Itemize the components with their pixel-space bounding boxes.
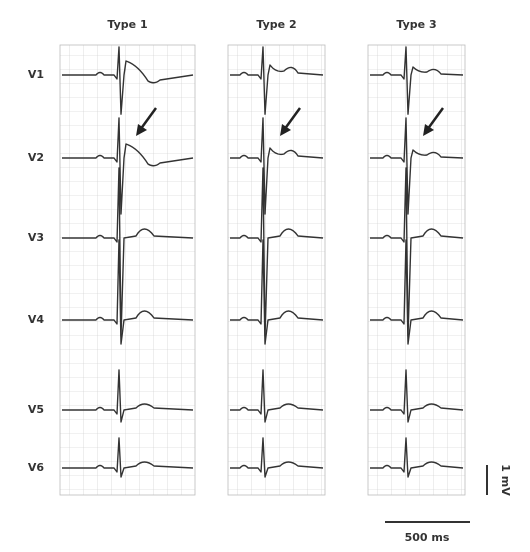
ecg-figure: Type 1 Type 2 Type 3 V1 V2 V3 V4 V5 V6 1 mV 500… bbox=[0, 0, 530, 548]
lead-label: V6 bbox=[28, 461, 45, 474]
ecg-grid bbox=[228, 45, 325, 495]
lead-labels: V1 V2 V3 V4 V5 V6 bbox=[28, 68, 45, 474]
lead-label: V5 bbox=[28, 403, 44, 416]
lead-label: V1 bbox=[28, 68, 44, 81]
lead-label: V4 bbox=[28, 313, 45, 326]
lead-label: V2 bbox=[28, 151, 44, 164]
panel-title: Type 3 bbox=[396, 18, 436, 31]
ecg-grid bbox=[60, 45, 195, 495]
amplitude-label: 1 mV bbox=[499, 464, 512, 496]
time-label: 500 ms bbox=[405, 531, 450, 544]
ecg-grid bbox=[368, 45, 465, 495]
panel-title: Type 2 bbox=[256, 18, 296, 31]
panel-title: Type 1 bbox=[107, 18, 147, 31]
lead-label: V3 bbox=[28, 231, 44, 244]
